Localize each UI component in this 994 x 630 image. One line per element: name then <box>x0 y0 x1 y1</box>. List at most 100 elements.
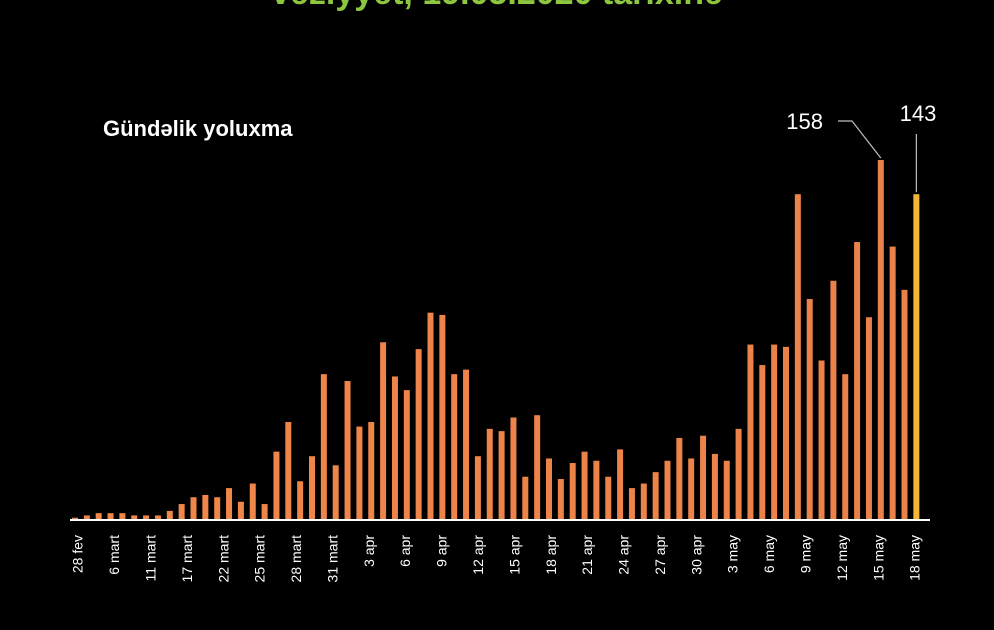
x-tick-label: 3 apr <box>361 535 377 567</box>
x-tick-labels: 28 fev 6 mart 11 mart 17 mart 22 mart 25 mart… <box>70 535 923 583</box>
bar <box>226 488 233 520</box>
bar <box>664 460 671 520</box>
bar <box>688 458 695 520</box>
bar <box>865 317 872 520</box>
bar <box>794 194 801 520</box>
bar <box>640 483 647 520</box>
x-tick-label: 9 may <box>798 535 814 573</box>
bar <box>771 344 778 520</box>
bar <box>202 494 209 520</box>
bar <box>83 515 90 520</box>
bar <box>463 369 470 520</box>
bar <box>569 463 576 520</box>
annotation-label: 143 <box>900 101 937 126</box>
x-tick-label: 21 apr <box>579 535 595 575</box>
x-tick-label: 12 apr <box>470 535 486 575</box>
bar <box>652 472 659 520</box>
bar <box>178 504 185 520</box>
bar <box>486 428 493 520</box>
bar <box>723 460 730 520</box>
bar <box>131 515 138 520</box>
annotation-leader-line <box>838 120 882 159</box>
annotations-group: 158 143 <box>786 101 937 193</box>
x-tick-label: 22 mart <box>215 535 231 583</box>
bar <box>711 453 718 520</box>
bar <box>557 478 564 520</box>
bar <box>356 426 363 520</box>
bar <box>119 513 126 520</box>
bar <box>700 435 707 520</box>
bar <box>190 497 197 520</box>
bar <box>546 458 552 520</box>
bar <box>439 314 446 520</box>
bar <box>913 194 920 520</box>
bar <box>143 515 150 520</box>
x-tick-label: 27 apr <box>652 535 668 575</box>
x-tick-label: 24 apr <box>616 535 632 575</box>
x-tick-label: 6 mart <box>106 535 122 575</box>
bar <box>854 242 861 520</box>
bar <box>107 513 114 520</box>
bar <box>237 501 244 520</box>
annotation-label: 158 <box>786 109 823 134</box>
x-tick-label: 25 mart <box>252 535 268 583</box>
chart-title: Gündəlik yoluxma <box>103 116 293 141</box>
bar <box>380 342 387 520</box>
header-title: vəziyyət, 19.05.2020 tarixinə <box>0 0 994 13</box>
bar <box>901 289 908 520</box>
bar <box>759 365 766 520</box>
bar <box>498 431 505 520</box>
bar <box>332 465 339 520</box>
bar <box>510 417 517 520</box>
bar <box>617 449 624 520</box>
bar <box>273 451 280 520</box>
x-tick-label: 6 apr <box>397 535 413 567</box>
x-tick-label: 9 apr <box>434 535 450 567</box>
x-tick-label: 11 mart <box>143 535 159 582</box>
x-tick-label: 18 may <box>907 535 923 581</box>
x-tick-label: 17 mart <box>179 535 195 583</box>
bar <box>249 483 256 520</box>
bar <box>320 374 327 520</box>
bar <box>415 349 422 520</box>
bar <box>214 497 221 520</box>
bar <box>344 381 351 520</box>
bar <box>842 374 849 520</box>
bar <box>95 513 102 520</box>
x-tick-label: 18 apr <box>543 535 559 575</box>
bar <box>522 476 529 520</box>
bar <box>534 415 541 520</box>
bars-group <box>72 160 920 520</box>
bar <box>735 428 742 520</box>
bar <box>747 344 754 520</box>
bar <box>72 517 78 520</box>
x-tick-label: 15 apr <box>506 535 522 575</box>
bar <box>309 456 315 520</box>
x-tick-label: 31 mart <box>324 535 340 583</box>
x-tick-label: 6 may <box>761 535 777 573</box>
bar <box>154 515 161 520</box>
bar <box>877 160 884 520</box>
bar <box>830 280 837 520</box>
bar <box>818 360 825 520</box>
bar <box>427 312 434 520</box>
bar <box>889 246 896 520</box>
bar <box>628 488 635 520</box>
x-tick-label: 30 apr <box>688 535 704 575</box>
bar <box>391 376 398 520</box>
bar <box>783 346 789 520</box>
bar <box>297 481 304 520</box>
bar <box>166 510 173 520</box>
bar <box>806 298 813 520</box>
x-tick-label: 12 may <box>834 535 850 581</box>
x-tick-label: 28 fev <box>70 535 86 573</box>
bar <box>676 437 683 520</box>
bar <box>285 422 292 520</box>
bar <box>593 460 600 520</box>
x-tick-label: 15 may <box>870 535 886 581</box>
bar <box>403 390 410 520</box>
x-tick-label: 3 may <box>725 535 741 573</box>
bar <box>451 374 458 520</box>
bar <box>474 456 481 520</box>
